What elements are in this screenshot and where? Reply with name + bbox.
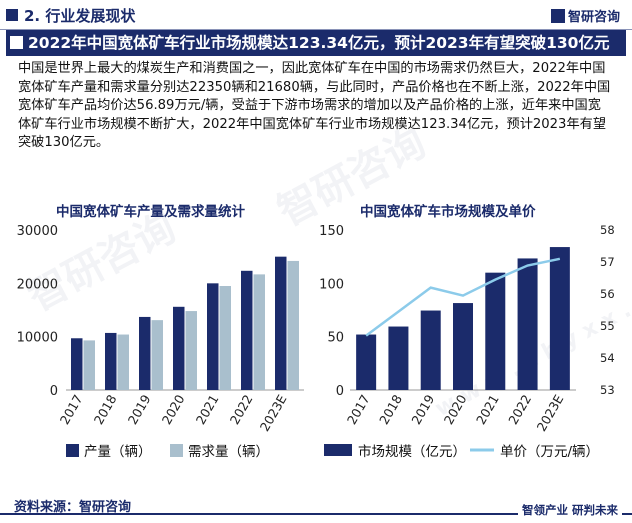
y-right-tick-label: 53 bbox=[600, 383, 615, 397]
line-unit-price bbox=[365, 257, 561, 337]
y-left-tick-label: 100 bbox=[319, 277, 344, 292]
bar-production bbox=[139, 316, 151, 390]
y-tick-label: 0 bbox=[50, 384, 58, 399]
x-tick-label: 2020 bbox=[441, 392, 470, 427]
section-header: 2. 行业发展现状 智研咨询 bbox=[0, 0, 632, 30]
bar-production bbox=[207, 283, 219, 390]
legend-label-demand: 需求量（辆） bbox=[188, 444, 269, 460]
bar-market-size bbox=[356, 334, 377, 390]
headline-marker-icon bbox=[10, 36, 23, 49]
body-paragraph: 中国是世界上最大的煤炭生产和消费国之一，因此宽体矿车在中国的市场需求仍然巨大，2… bbox=[18, 61, 611, 151]
y-tick-label: 20000 bbox=[17, 277, 58, 292]
y-right-tick-label: 54 bbox=[600, 351, 615, 365]
bar-demand bbox=[219, 286, 231, 390]
bar-production bbox=[173, 306, 185, 390]
y-right-tick-label: 57 bbox=[600, 255, 615, 269]
x-tick-label: 2023E bbox=[534, 392, 567, 434]
x-tick-label: 2018 bbox=[91, 392, 120, 427]
y-tick-label: 10000 bbox=[17, 331, 58, 346]
footer-divider bbox=[0, 513, 632, 515]
x-tick-label: 2019 bbox=[408, 392, 437, 427]
legend-label-unit-price: 单价（万元/辆） bbox=[500, 444, 599, 460]
bar-market-size bbox=[388, 326, 409, 390]
section-title: 2. 行业发展现状 bbox=[24, 7, 136, 25]
bar-market-size bbox=[453, 303, 473, 390]
y-left-tick-label: 0 bbox=[336, 384, 344, 399]
brand-logo: 智研咨询 bbox=[550, 6, 620, 25]
bar-production bbox=[71, 338, 83, 390]
bar-production bbox=[241, 270, 253, 390]
headline-text: 2022年中国宽体矿车行业市场规模达123.34亿元，预计2023年有望突破13… bbox=[28, 34, 610, 52]
x-tick-label: 2021 bbox=[473, 392, 502, 427]
bar-production bbox=[105, 332, 117, 390]
x-tick-label: 2018 bbox=[376, 392, 405, 427]
legend-label-production: 产量（辆） bbox=[84, 444, 152, 460]
bar-demand bbox=[151, 320, 163, 390]
chart-1-title: 中国宽体矿车产量及需求量统计 bbox=[56, 204, 245, 220]
x-tick-label: 2021 bbox=[193, 392, 222, 427]
bar-market-size bbox=[420, 310, 441, 390]
y-right-tick-label: 56 bbox=[600, 287, 615, 301]
y-tick-label: 30000 bbox=[17, 224, 58, 239]
brand-logo-icon bbox=[550, 9, 565, 23]
bar-market-size bbox=[485, 272, 506, 390]
y-left-tick-label: 50 bbox=[327, 331, 344, 346]
bar-demand bbox=[83, 340, 95, 390]
x-tick-label: 2023E bbox=[257, 392, 290, 434]
legend-swatch-market-size bbox=[324, 444, 352, 456]
y-right-tick-label: 55 bbox=[600, 319, 615, 333]
header-divider bbox=[0, 29, 632, 30]
bar-demand bbox=[253, 274, 265, 390]
x-tick-label: 2017 bbox=[344, 392, 373, 427]
x-tick-label: 2017 bbox=[57, 392, 86, 427]
x-tick-label: 2022 bbox=[505, 392, 534, 427]
headline-banner: 2022年中国宽体矿车行业市场规模达123.34亿元，预计2023年有望突破13… bbox=[6, 30, 626, 56]
bar-demand bbox=[185, 311, 197, 390]
bar-production bbox=[275, 256, 287, 390]
bar-market-size bbox=[517, 258, 538, 390]
bar-demand bbox=[287, 260, 299, 390]
x-tick-label: 2022 bbox=[227, 392, 256, 427]
bar-market-size bbox=[549, 247, 570, 390]
x-tick-label: 2020 bbox=[159, 392, 188, 427]
legend-label-market-size: 市场规模（亿元） bbox=[358, 443, 466, 460]
source-note: 资料来源：智研咨询 bbox=[14, 500, 132, 515]
legend-swatch-demand bbox=[170, 444, 183, 457]
chart-2-title: 中国宽体矿车市场规模及单价 bbox=[360, 204, 536, 220]
y-left-tick-label: 150 bbox=[319, 224, 344, 239]
section-marker-icon bbox=[6, 9, 18, 21]
brand-name: 智研咨询 bbox=[567, 10, 620, 25]
bar-demand bbox=[117, 334, 129, 390]
footer-slogan: 智领产业 研判未来 bbox=[517, 502, 622, 518]
x-tick-label: 2019 bbox=[125, 392, 154, 427]
legend-swatch-production bbox=[66, 444, 79, 457]
chart-production-demand: 0 10000 20000 30000 2017 2018 2019 2020 2021 2022… bbox=[17, 224, 304, 460]
y-right-tick-label: 58 bbox=[600, 223, 615, 237]
